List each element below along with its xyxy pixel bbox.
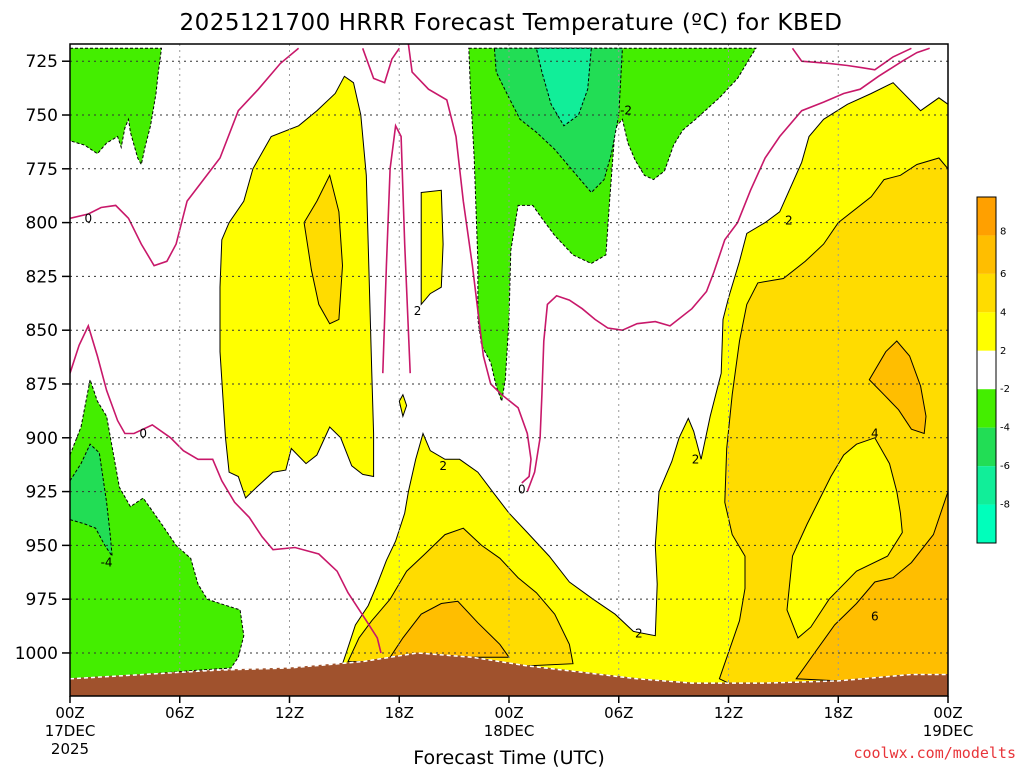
colorbar-bin	[977, 235, 996, 274]
colorbar-tick-label: 6	[1000, 269, 1006, 280]
contour-zero-mid-left	[70, 323, 382, 654]
region-warm-right-inner	[786, 437, 903, 639]
y-tick-label: 925	[26, 483, 58, 503]
x-tick-date: 17DEC	[45, 722, 96, 740]
contour-zero-narrow-a	[382, 123, 411, 374]
y-tick-label: 850	[26, 321, 58, 341]
contour-label: 2	[785, 213, 793, 227]
colorbar-bin	[977, 312, 996, 351]
x-axis-label: Forecast Time (UTC)	[413, 747, 604, 768]
contour-labels-layer: 0 0 0 -2 -4 2 2 2 2 2 4 6	[84, 104, 878, 641]
contour-label: 2	[414, 304, 422, 318]
y-tick-label: 950	[26, 536, 58, 556]
colorbar-tick-label: -8	[1000, 500, 1010, 511]
temperature-fill-layer	[70, 47, 948, 684]
colorbar: 8 6 4 2 -2 -4 -6 -8	[976, 196, 1010, 544]
contour-label: 4	[871, 426, 879, 440]
x-tick-label: 00Z	[55, 704, 84, 722]
x-tick-label: 12Z	[714, 704, 743, 722]
x-tick-label: 12Z	[275, 704, 304, 722]
y-tick-label: 900	[26, 429, 58, 449]
region-warm-narrow-18z	[420, 189, 444, 306]
y-axis: 725 750 775 800 825 850 875 900 925 950 975 1000	[15, 52, 70, 664]
colorbar-tick-label: 4	[1000, 307, 1006, 318]
x-tick-label: 00Z	[494, 704, 523, 722]
y-tick-label: 725	[26, 52, 58, 72]
contour-label: 2	[635, 627, 643, 641]
colorbar-bin	[977, 504, 996, 543]
contour-label: 0	[518, 482, 526, 496]
contour-label: 2	[692, 452, 700, 466]
y-tick-label: 825	[26, 267, 58, 287]
colorbar-tick-label: 2	[1000, 346, 1006, 357]
contour-zero-top-right	[791, 47, 912, 71]
contour-label: 6	[871, 609, 879, 623]
colorbar-bin	[977, 389, 996, 428]
y-tick-label: 775	[26, 160, 58, 180]
region-cold-upper-left	[70, 47, 163, 166]
region-cold-lower-left-inner	[70, 443, 113, 558]
contour-label: -2	[620, 104, 632, 118]
y-tick-label: 875	[26, 375, 58, 395]
colorbar-tick-label: -2	[1000, 384, 1010, 395]
region-cold-lower-left	[70, 377, 245, 680]
colorbar-tick-label: 8	[1000, 227, 1006, 238]
credit-text: coolwx.com/modelts	[853, 744, 1016, 762]
y-tick-label: 750	[26, 106, 58, 126]
contour-label: 0	[139, 426, 147, 440]
region-cold-upper-center-core	[535, 47, 592, 127]
region-cold-upper-center-inner	[493, 47, 623, 194]
surface-line	[70, 652, 948, 684]
contour-label: 0	[84, 211, 92, 225]
y-tick-label: 975	[26, 590, 58, 610]
contour-zero-upper-right	[526, 47, 930, 492]
contour-zero-left	[70, 47, 300, 267]
x-tick-date: 19DEC	[923, 722, 974, 740]
chart-title: 2025121700 HRRR Forecast Temperature (ºC…	[179, 10, 842, 36]
x-tick-label: 06Z	[165, 704, 194, 722]
contour-zero-top	[361, 47, 400, 84]
region-warm-mid-left	[219, 75, 375, 499]
colorbar-tick-label: -6	[1000, 461, 1010, 472]
contour-label: 2	[439, 459, 447, 473]
colorbar-bin	[977, 466, 996, 505]
x-tick-label: 00Z	[933, 704, 962, 722]
y-tick-label: 800	[26, 214, 58, 234]
colorbar-bin	[977, 273, 996, 313]
contour-zero-main	[407, 44, 532, 484]
colorbar-bin	[977, 350, 996, 390]
terrain-layer	[70, 652, 948, 696]
x-tick-date: 18DEC	[484, 722, 535, 740]
x-tick-label: 18Z	[385, 704, 414, 722]
grid-layer	[70, 44, 948, 696]
x-tick-label: 18Z	[824, 704, 853, 722]
colorbar-bin	[977, 197, 996, 236]
y-tick-label: 1000	[15, 644, 58, 664]
colorbar-bin	[977, 427, 996, 467]
x-tick-year: 2025	[51, 740, 89, 758]
temperature-contour-layer	[70, 44, 930, 654]
region-warm-right-core	[868, 340, 927, 435]
region-warm-dot-18z	[398, 393, 408, 419]
region-warm-mid-left-inner	[303, 173, 344, 325]
contour-label: -4	[101, 556, 113, 570]
colorbar-frame	[976, 196, 997, 544]
colorbar-tick-label: -4	[1000, 423, 1010, 434]
x-tick-label: 06Z	[604, 704, 633, 722]
